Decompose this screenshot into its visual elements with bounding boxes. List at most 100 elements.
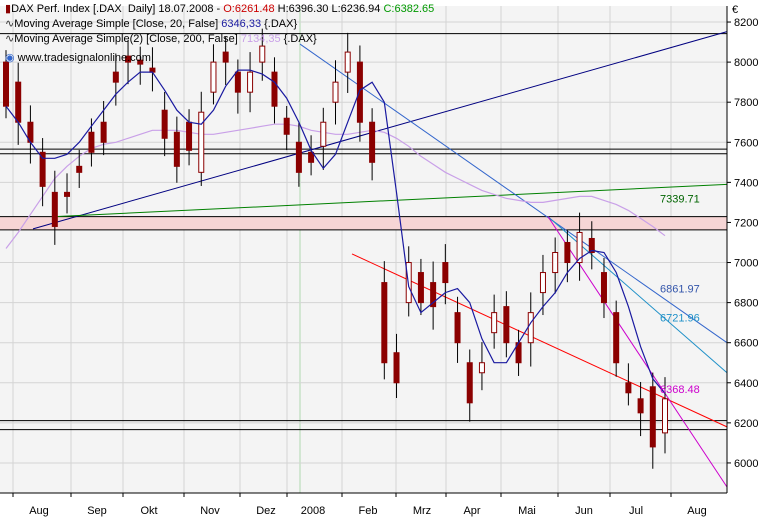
candle-body — [112, 71, 119, 83]
candle-body — [564, 241, 571, 264]
legend-row: ∿Moving Average Simple [Close, 20, False… — [5, 17, 297, 31]
candle-body — [198, 111, 205, 173]
y-tick-label: 7000 — [734, 258, 758, 270]
ma20-line — [5, 69, 666, 394]
candle-body — [137, 59, 144, 65]
candle-body — [491, 312, 498, 334]
candle-body — [430, 282, 437, 308]
candle-body — [613, 312, 620, 364]
candle-body — [210, 61, 217, 93]
x-tick-label: Okt — [140, 505, 157, 517]
legend-text: {.DAX} — [280, 33, 317, 45]
y-tick-label: 7800 — [734, 97, 758, 109]
ma20-layer — [5, 69, 666, 394]
candle-body — [222, 51, 229, 63]
candle-body — [320, 121, 327, 147]
candle-body — [100, 121, 107, 143]
candle-body — [527, 312, 534, 344]
chart-icon: ▮ — [5, 3, 12, 15]
x-tick-label: Mai — [518, 505, 536, 517]
x-tick-label: Nov — [200, 505, 220, 517]
candle-body — [625, 382, 632, 394]
y-tick-label: 8200 — [734, 17, 758, 29]
y-tick-label: 8000 — [734, 57, 758, 69]
candle-body — [332, 81, 339, 103]
resistance-zone — [0, 216, 727, 230]
watermark: ◉ www.tradesignalonline.com — [5, 51, 151, 65]
candles — [3, 28, 668, 469]
currency-label: € — [732, 4, 738, 16]
candle-body — [3, 61, 9, 107]
legend-text: DAX Perf. Index [.DAX Daily] 18.07.2008 … — [11, 3, 224, 15]
x-tick-label: Sep — [87, 505, 107, 517]
globe-icon: ◉ — [5, 52, 15, 64]
candle-body — [442, 262, 449, 284]
legend-row: ▮DAX Perf. Index [.DAX Daily] 18.07.2008… — [5, 2, 434, 16]
trend-value-label: 6721.96 — [660, 313, 700, 325]
candle-body — [76, 165, 83, 173]
x-tick-label: Feb — [359, 505, 378, 517]
green-trend-line — [54, 183, 728, 218]
candle-body — [356, 61, 363, 123]
y-tick-label: 6400 — [734, 378, 758, 390]
x-tick-label: Aug — [687, 505, 707, 517]
legend-text: Moving Average Simple [Close, 20, False] — [14, 18, 222, 30]
candle-body — [259, 45, 266, 63]
axes: 6000 6200 6400 6600 6800 7000 7200 7400 7600 7800… — [0, 4, 758, 517]
trend-value-label: 7339.71 — [660, 193, 700, 205]
plot-area — [0, 6, 727, 493]
legend-text: H:6396.30 L:6236.94 — [274, 3, 384, 15]
x-tick-label: Dez — [256, 505, 276, 517]
legend-text: 6346,33 — [221, 18, 262, 30]
ma-icon: ∿ — [5, 33, 15, 45]
candle-body — [600, 272, 607, 304]
legend-row: ∿Moving Average Simple(2) [Close, 200, F… — [5, 32, 317, 46]
ma-icon: ∿ — [5, 18, 15, 30]
x-tick-label: Jul — [629, 505, 643, 517]
candle-body — [234, 71, 241, 93]
candle-body — [64, 191, 71, 197]
legend-text: O:6261.48 — [223, 3, 275, 15]
candle-body — [247, 71, 254, 93]
trend-value-label: 6861.97 — [660, 284, 700, 296]
watermark-text: www.tradesignalonline.com — [17, 52, 151, 64]
candle-body — [283, 117, 290, 135]
x-tick-label: 2008 — [301, 505, 325, 517]
candle-body — [51, 191, 58, 227]
candle-body — [39, 151, 46, 187]
y-tick-label: 6000 — [734, 458, 758, 470]
grid — [0, 6, 727, 493]
long-uptrend-line — [32, 31, 728, 230]
y-tick-label: 6200 — [734, 418, 758, 430]
candle-body — [552, 252, 559, 274]
labels: 7339.71 6861.97 6721.96 6368.48 — [660, 193, 700, 395]
candle-body — [344, 51, 351, 73]
candle-body — [271, 71, 278, 107]
candle-body — [295, 141, 302, 173]
x-tick-label: Jun — [575, 505, 593, 517]
candle-body — [15, 81, 22, 123]
candle-body — [369, 121, 376, 163]
x-tick-label: Apr — [463, 505, 480, 517]
candle-body — [466, 362, 473, 404]
legend-text: 7134,35 — [240, 33, 281, 45]
legend-text: {.DAX} — [261, 18, 298, 30]
y-tick-label: 7600 — [734, 137, 758, 149]
y-tick-label: 7200 — [734, 217, 758, 229]
candle-body — [454, 312, 461, 344]
legend-text: C:6382.65 — [383, 3, 435, 15]
candle-body — [588, 237, 595, 254]
candle-body — [662, 398, 668, 434]
candle-body — [393, 352, 400, 384]
candle-body — [649, 386, 656, 448]
candle-body — [186, 121, 193, 151]
candle-body — [161, 109, 168, 139]
candle-body — [576, 231, 583, 264]
candle-body — [637, 398, 644, 414]
y-tick-label: 6600 — [734, 338, 758, 350]
x-tick-label: Aug — [29, 505, 49, 517]
candle-body — [173, 131, 180, 167]
candle-body — [381, 282, 388, 364]
candle-body — [503, 306, 510, 344]
